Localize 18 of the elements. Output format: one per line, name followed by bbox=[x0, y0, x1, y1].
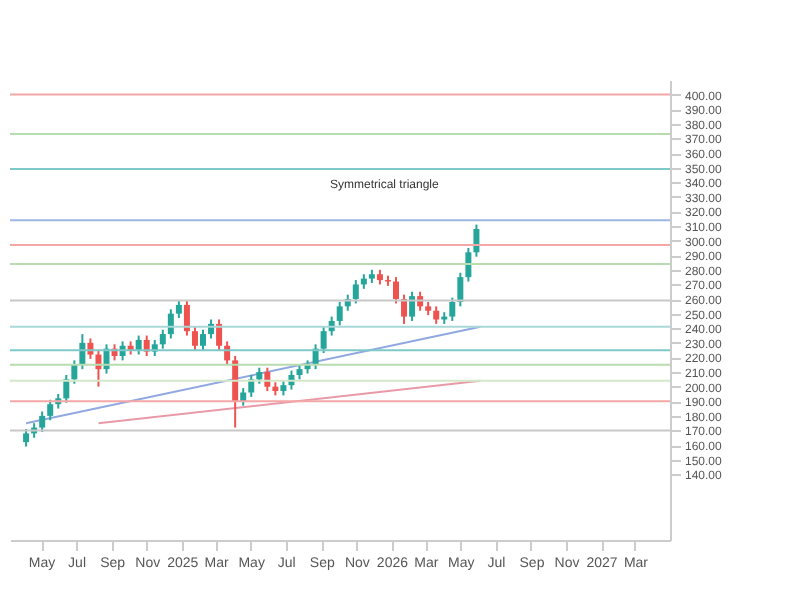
candlestick bbox=[457, 271, 464, 308]
candlestick bbox=[465, 246, 472, 283]
candlestick bbox=[352, 279, 359, 305]
candlestick bbox=[39, 410, 46, 433]
candlestick bbox=[336, 300, 343, 327]
candlestick bbox=[191, 325, 198, 352]
candlestick bbox=[401, 293, 408, 325]
candlestick bbox=[159, 328, 166, 350]
candlestick bbox=[449, 296, 456, 322]
candlestick bbox=[320, 325, 327, 355]
candlestick bbox=[393, 276, 400, 305]
candlestick bbox=[200, 328, 206, 352]
candlestick bbox=[183, 299, 190, 337]
candlestick bbox=[409, 290, 416, 322]
candlestick bbox=[216, 318, 223, 352]
candlestick bbox=[473, 223, 480, 258]
candlestick bbox=[47, 398, 54, 422]
candlestick bbox=[248, 373, 255, 398]
